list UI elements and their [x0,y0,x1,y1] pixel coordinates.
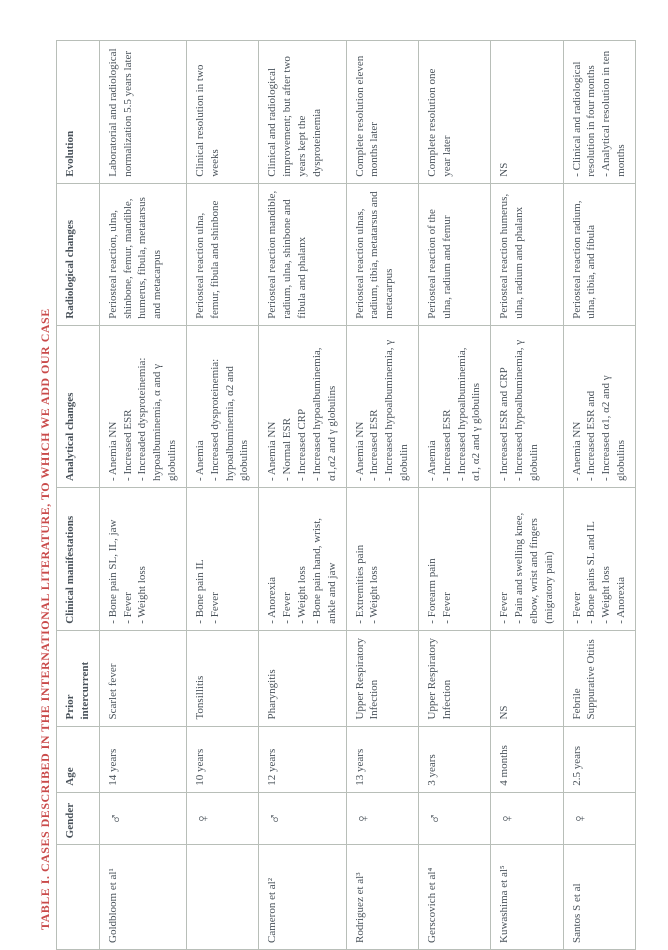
cell-prior: Tonsillitis [186,630,258,726]
cell-analytical: - Anemia - Increased dysproteinemia: hyp… [186,325,258,487]
cell-age: 13 years [346,726,418,792]
cell-age: 4 months [491,726,563,792]
cell-evolution: Clinical resolution in two weeks [186,41,258,184]
cell-age: 12 years [259,726,346,792]
table-row: Santos S et al♀2.5 yearsFebrile Suppurat… [563,41,635,950]
col-ref [57,845,100,950]
cell-clinical: - Fever - Bone pains SL and IL - Weight … [563,487,635,630]
cell-gender: ♂ [99,792,186,845]
col-analytical: Analytical changes [57,325,100,487]
cell-clinical: - Forearm pain - Fever [418,487,490,630]
table-row: Goldbloom et al¹♂14 yearsScarlet fever- … [99,41,186,950]
col-prior: Prior intercurrent [57,630,100,726]
cell-evolution: Complete resolution eleven months later [346,41,418,184]
cell-ref: Kuwashima et al⁵ [491,845,563,950]
header-row: Gender Age Prior intercurrent Clinical m… [57,41,100,950]
cell-clinical: - Bone pain SL, IL, jaw - Fever - Weight… [99,487,186,630]
cell-ref: Gerscovich et al⁴ [418,845,490,950]
cell-ref: Rodriguez et al³ [346,845,418,950]
cell-evolution: - Clinical and radiological resolution i… [563,41,635,184]
cell-radiological: Periosteal reaction, ulna, shinbone, fem… [99,183,186,325]
cell-clinical: - Bone pain IL - Fever [186,487,258,630]
col-evolution: Evolution [57,41,100,184]
cell-gender: ♀ [491,792,563,845]
cell-clinical: - Extremities pain - Weight loss [346,487,418,630]
cell-prior: Scarlet fever [99,630,186,726]
cell-evolution: Laboratorial and radiological normalizat… [99,41,186,184]
table-body: Goldbloom et al¹♂14 yearsScarlet fever- … [99,41,635,950]
table-row: Kuwashima et al⁵♀4 monthsNS- Fever - Pai… [491,41,563,950]
cell-analytical: - Anemia NN - Increased ESR - Increaded … [99,325,186,487]
cell-gender: ♂ [418,792,490,845]
cell-analytical: - Anemia - Increased ESR - Increased hyp… [418,325,490,487]
cell-age: 10 years [186,726,258,792]
cell-prior: Upper Respiratory Infection [418,630,490,726]
cases-table: Gender Age Prior intercurrent Clinical m… [56,40,636,950]
cell-prior: NS [491,630,563,726]
cell-ref [186,845,258,950]
cell-age: 3 years [418,726,490,792]
table-row: Cameron et al²♂12 yearsPharyngitis- Anor… [259,41,346,950]
cell-evolution: Clinical and radiological improvement; b… [259,41,346,184]
cell-analytical: - Increased ESR and CRP - Increased hypo… [491,325,563,487]
cell-radiological: Periosteal reaction ulnas, radium, tibia… [346,183,418,325]
cell-age: 2.5 years [563,726,635,792]
cell-radiological: Periosteal reaction ulna, femur, fibula … [186,183,258,325]
cell-radiological: Periosteal reaction radium, ulna, tibia,… [563,183,635,325]
cell-radiological: Periosteal reaction mandible, radium, ul… [259,183,346,325]
cell-ref: Goldbloom et al¹ [99,845,186,950]
cell-gender: ♀ [346,792,418,845]
table-row: Gerscovich et al⁴♂3 yearsUpper Respirato… [418,41,490,950]
cell-clinical: - Fever - Pain and swelling knee, elbow,… [491,487,563,630]
cell-radiological: Periosteal reaction of the ulna, radium … [418,183,490,325]
cell-radiological: Periosteal reaction humerus, ulna, radiu… [491,183,563,325]
cell-clinical: - Anorexia - Fever - Weight loss - Bone … [259,487,346,630]
cell-prior: Upper Respiratory Infection [346,630,418,726]
cell-analytical: - Anemia NN - Increased ESR and - Increa… [563,325,635,487]
cell-prior: Pharyngitis [259,630,346,726]
col-clinical: Clinical manifestations [57,487,100,630]
col-gender: Gender [57,792,100,845]
cell-gender: ♀ [186,792,258,845]
cell-ref: Cameron et al² [259,845,346,950]
cell-analytical: - Anemia NN - Increased ESR - Increased … [346,325,418,487]
cell-gender: ♂ [259,792,346,845]
cell-analytical: - Anemia NN - Normal ESR - Increased CRP… [259,325,346,487]
cell-evolution: NS [491,41,563,184]
cell-prior: Febrile Suppurative Otitis [563,630,635,726]
table-title: TABLE I. CASES DESCRIBED IN THE INTERNAT… [38,308,53,930]
table-row: ♀10 yearsTonsillitis- Bone pain IL - Fev… [186,41,258,950]
cell-gender: ♀ [563,792,635,845]
col-radiological: Radiological changes [57,183,100,325]
cell-ref: Santos S et al [563,845,635,950]
col-age: Age [57,726,100,792]
cell-age: 14 years [99,726,186,792]
table-row: Rodriguez et al³♀13 yearsUpper Respirato… [346,41,418,950]
cell-evolution: Complete resolution one year later [418,41,490,184]
